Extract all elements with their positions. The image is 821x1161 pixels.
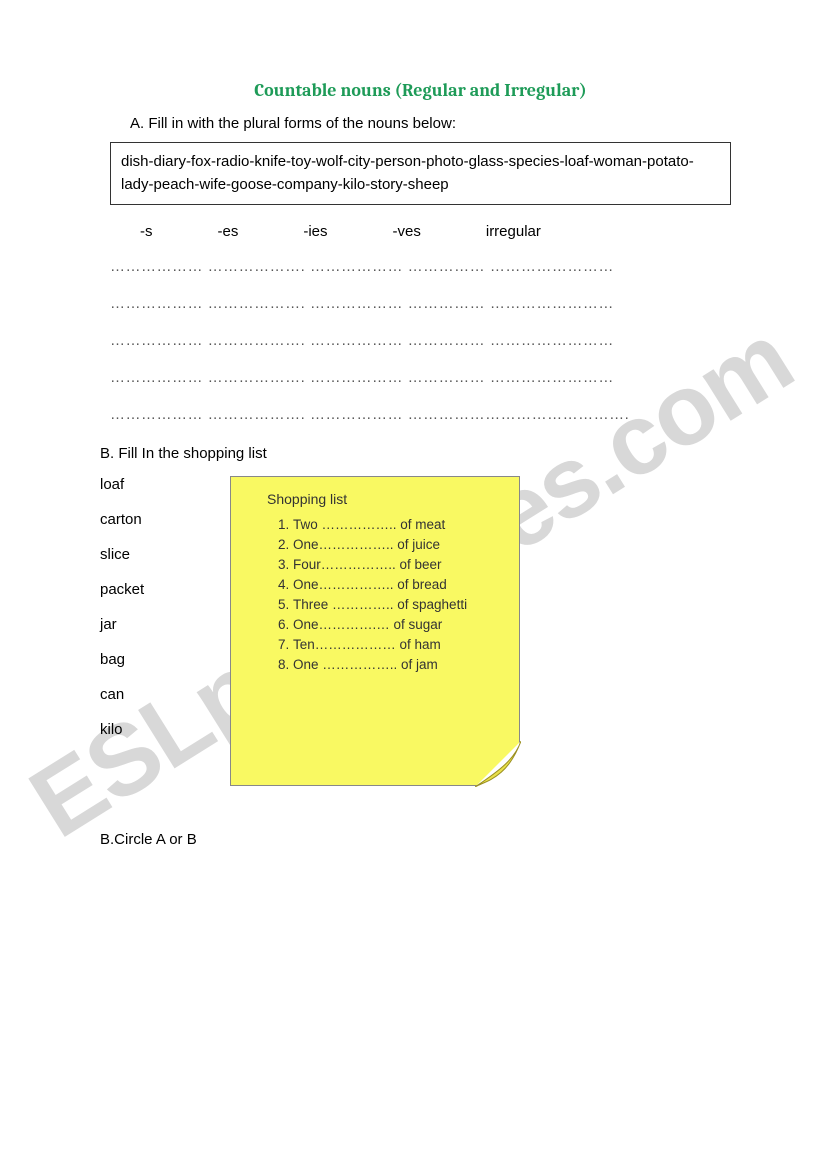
- sticky-note: Shopping list Two …………….. of meat One…………: [230, 476, 520, 786]
- page-title: Countable nouns (Regular and Irregular): [100, 80, 741, 101]
- column-headers: -s -es -ies -ves irregular: [140, 223, 741, 240]
- answer-rows: ……………… ………………. ……………… …………… …………………… …………: [110, 258, 741, 423]
- word-carton: carton: [100, 511, 210, 528]
- container-words: loaf carton slice packet jar bag can kil…: [100, 476, 210, 756]
- header-ies: -ies: [303, 223, 327, 240]
- word-jar: jar: [100, 616, 210, 633]
- header-ves: -ves: [393, 223, 421, 240]
- note-title: Shopping list: [267, 491, 501, 507]
- list-item[interactable]: One…………….. of juice: [293, 537, 501, 552]
- list-item[interactable]: One…………….. of bread: [293, 577, 501, 592]
- answer-row[interactable]: ……………… ………………. ……………… …………… ……………………: [110, 295, 741, 312]
- list-item[interactable]: One …………….. of jam: [293, 657, 501, 672]
- list-item[interactable]: Three ………….. of spaghetti: [293, 597, 501, 612]
- word-kilo: kilo: [100, 721, 210, 738]
- answer-row[interactable]: ……………… ………………. ……………… …………… ……………………: [110, 332, 741, 349]
- header-s: -s: [140, 223, 153, 240]
- header-es: -es: [218, 223, 239, 240]
- section-c-instruction: B.Circle A or B: [100, 831, 741, 848]
- list-item[interactable]: One………….… of sugar: [293, 617, 501, 632]
- answer-row[interactable]: ……………… ………………. ……………… …………… ……………………: [110, 369, 741, 386]
- note-body: Shopping list Two …………….. of meat One…………: [230, 476, 520, 786]
- shopping-list: Two …………….. of meat One…………….. of juice …: [293, 517, 501, 672]
- list-item[interactable]: Two …………….. of meat: [293, 517, 501, 532]
- worksheet-page: Countable nouns (Regular and Irregular) …: [0, 0, 821, 888]
- word-loaf: loaf: [100, 476, 210, 493]
- list-item[interactable]: Ten……………… of ham: [293, 637, 501, 652]
- section-b-instruction: B. Fill In the shopping list: [100, 445, 741, 462]
- answer-row[interactable]: ……………… ………………. ……………… …………… ……………………: [110, 258, 741, 275]
- header-irregular: irregular: [486, 223, 541, 240]
- word-packet: packet: [100, 581, 210, 598]
- section-a-instruction: A. Fill in with the plural forms of the …: [130, 115, 741, 132]
- shopping-area: loaf carton slice packet jar bag can kil…: [100, 476, 741, 786]
- word-slice: slice: [100, 546, 210, 563]
- word-bank-box: dish-diary-fox-radio-knife-toy-wolf-city…: [110, 142, 731, 205]
- page-curl-icon: [475, 741, 521, 787]
- word-bag: bag: [100, 651, 210, 668]
- answer-row[interactable]: ……………… ………………. ……………… …………………………………….: [110, 406, 741, 423]
- word-can: can: [100, 686, 210, 703]
- list-item[interactable]: Four…………….. of beer: [293, 557, 501, 572]
